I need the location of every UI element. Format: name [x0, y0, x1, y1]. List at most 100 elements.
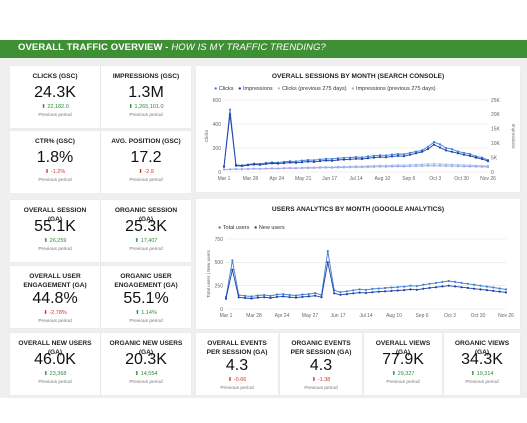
data-point [231, 259, 234, 262]
data-point [256, 294, 259, 297]
data-point [485, 289, 488, 292]
data-point [342, 156, 346, 159]
x-tick-label: Mar 28 [246, 313, 262, 319]
data-point [318, 166, 322, 169]
x-tick-label: Nov 26 [498, 313, 514, 319]
kpi-previous-label: Previous period [386, 380, 420, 385]
kpi-delta: ⬇ -1.2% [10, 169, 100, 175]
data-point [479, 284, 482, 287]
page-title-separator: - [162, 42, 172, 53]
data-point [492, 286, 495, 289]
legend-new-users[interactable]: ● New users [253, 225, 285, 231]
users-chart-card: USERS ANALYTICS BY MONTH (GOOGLE ANALYTI… [196, 199, 520, 329]
data-point [454, 285, 457, 288]
data-point [240, 168, 244, 171]
data-point [269, 294, 272, 297]
kpi-previous-label: Previous period [129, 113, 163, 118]
data-point [231, 268, 234, 271]
y2-axis-label: Impressions [511, 124, 516, 149]
data-point [324, 157, 328, 160]
x-tick-label: Oct 3 [444, 313, 456, 319]
kpi-delta: ⬇ -1.38 [280, 377, 362, 383]
data-point [372, 165, 376, 168]
data-point [420, 164, 424, 168]
data-point [434, 286, 438, 289]
data-point [312, 166, 316, 170]
data-point [269, 296, 272, 300]
data-point [282, 167, 286, 170]
kpi-title: OVERALL NEW USERS (GA) [18, 340, 92, 356]
data-point [428, 282, 431, 285]
legend-impressions-previous[interactable]: ● Impressions (previous 275 days) [351, 86, 436, 92]
data-point [275, 295, 278, 298]
kpi-previous-label: Previous period [38, 380, 72, 385]
y2-tick-label: 0 [491, 170, 494, 176]
kpi-title: IMPRESSIONS (GSC) [112, 73, 180, 80]
data-point [438, 164, 442, 167]
arrow-up-icon: ⬆ [41, 104, 46, 110]
data-point [466, 282, 469, 285]
legend-clicks-previous[interactable]: ● Clicks (previous 275 days) [277, 86, 347, 92]
y2-tick-label: 20K [491, 112, 501, 118]
arrow-up-icon: ⬆ [128, 104, 133, 110]
x-tick-label: Jun 17 [330, 313, 345, 319]
data-point [318, 160, 322, 163]
data-point [473, 287, 476, 290]
kpi-delta: ⬆ 14,554 [101, 371, 191, 377]
data-point [408, 153, 412, 156]
y-tick-label: 600 [213, 98, 222, 104]
kpi-value: 17.2 [130, 149, 162, 166]
data-point [438, 146, 442, 149]
data-point [432, 162, 436, 165]
x-tick-label: Aug 10 [374, 176, 390, 182]
data-point [244, 294, 247, 297]
data-point [360, 157, 364, 161]
data-point [384, 290, 387, 293]
data-point [438, 143, 442, 146]
data-point [250, 295, 253, 298]
data-point [330, 166, 334, 169]
data-point [378, 155, 382, 159]
data-point [366, 165, 370, 169]
data-point [301, 293, 304, 296]
y-axis-label: Total users | New users [206, 249, 211, 297]
kpi-delta: ⬆ 23,368 [10, 371, 100, 377]
data-point [336, 158, 340, 161]
kpi-previous-label: Previous period [304, 386, 338, 391]
kpi-delta-value: -1.38 [317, 377, 331, 383]
header-banner [0, 40, 527, 58]
data-point [258, 163, 262, 166]
data-point [330, 159, 334, 162]
kpi-overall-session: OVERALL SESSION (GA) 55.1K ⬆ 26,259 Previou… [10, 200, 100, 262]
data-point [414, 152, 418, 155]
y-tick-label: 750 [215, 237, 224, 243]
kpi-overall-events: OVERALL EVENTS PER SESSION (GA) 4.3 ⬇ -0.6… [196, 333, 278, 395]
data-point [409, 288, 412, 291]
data-point [390, 165, 394, 168]
kpi-delta: ⬆ 29,327 [364, 371, 442, 377]
data-point [222, 168, 226, 171]
legend-total-users[interactable]: ● Total users [218, 225, 250, 231]
data-point [294, 294, 298, 297]
arrow-up-icon: ⬆ [391, 371, 397, 377]
kpi-previous-label: Previous period [129, 380, 163, 385]
data-point [348, 166, 352, 169]
kpi-delta-value: -2.9 [144, 169, 154, 175]
kpi-organic-views: ORGANIC VIEWS (GA) 34.3K ⬆ 19,314 Previous … [444, 333, 520, 395]
data-point [426, 145, 430, 148]
kpi-delta: ⬆ 26,259 [10, 238, 100, 244]
data-point [306, 166, 310, 170]
data-point [422, 287, 425, 290]
kpi-value: 1.8% [36, 149, 74, 166]
data-point [396, 152, 400, 156]
data-point [408, 151, 412, 154]
data-point [246, 164, 250, 167]
kpi-title: OVERALL SESSION (GA) [23, 207, 87, 223]
arrow-down-icon: ⬇ [44, 169, 50, 175]
x-tick-label: Sep 6 [402, 176, 415, 182]
x-tick-label: Mar 1 [218, 176, 231, 182]
data-point [306, 160, 310, 163]
legend-impressions[interactable]: ● Impressions [238, 86, 273, 92]
legend-clicks[interactable]: ● Clicks [214, 86, 234, 92]
kpi-delta: ⬆ 19,314 [444, 371, 520, 377]
